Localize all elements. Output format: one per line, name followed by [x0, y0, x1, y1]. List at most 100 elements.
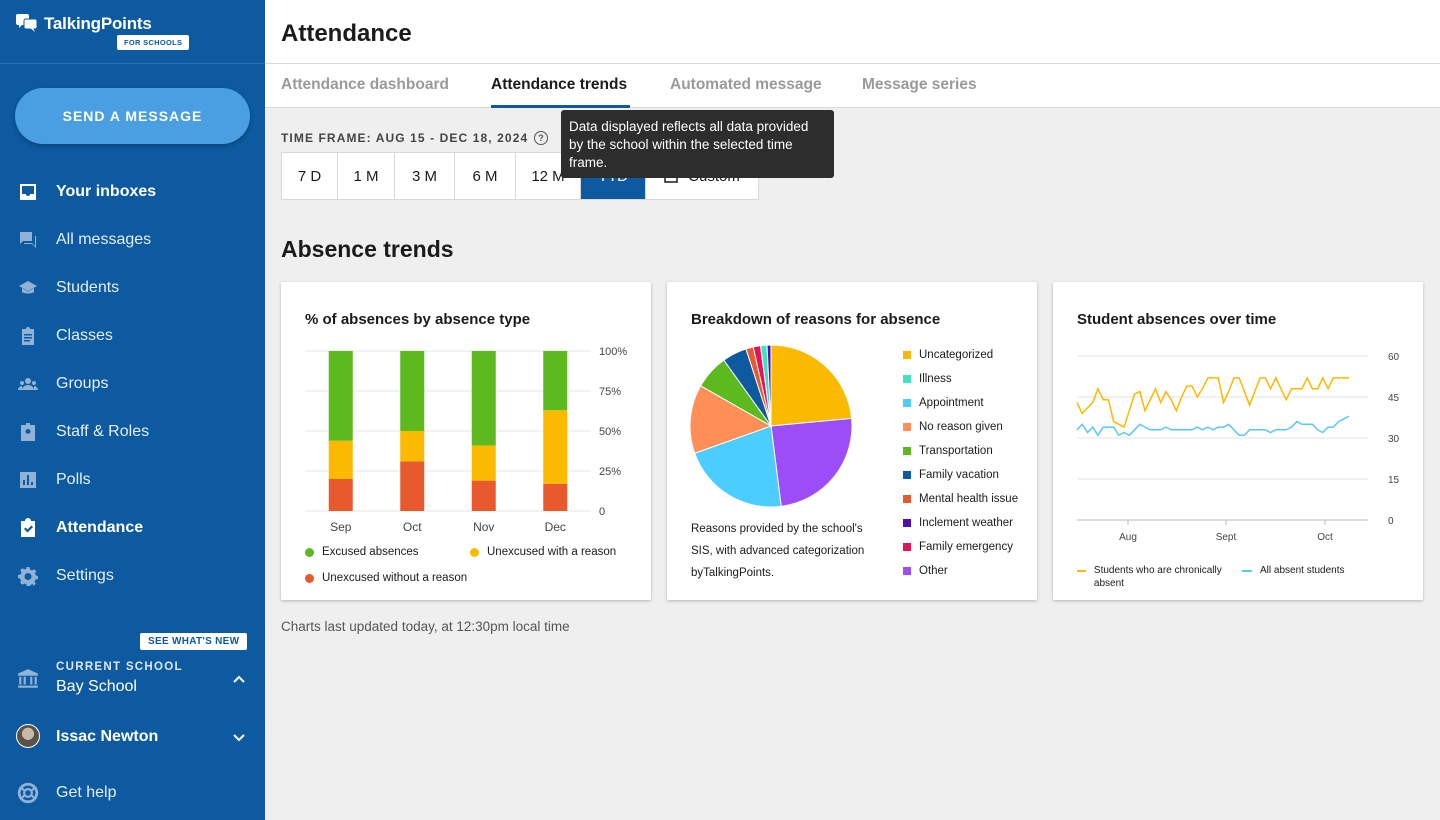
legend-label: Unexcused with a reason — [487, 546, 617, 558]
legend-label: Transportation — [919, 445, 993, 457]
time-frame-1m[interactable]: 1 M — [338, 153, 395, 199]
pie-slice — [770, 417, 853, 507]
user-menu[interactable]: Issac Newton — [0, 722, 265, 752]
section-title: Absence trends — [281, 236, 454, 262]
bar-segment — [471, 351, 496, 446]
legend-unexcused-with-reason: Unexcused with a reason — [470, 546, 616, 558]
pie-legend-item: Inclement weather — [903, 517, 1013, 529]
x-tick-label: Aug — [1119, 532, 1137, 543]
page-title: Attendance — [281, 20, 412, 47]
legend-swatch — [903, 375, 911, 383]
get-help-label: Get help — [56, 784, 117, 801]
tab-attendance-trends[interactable]: Attendance trends — [491, 76, 628, 93]
sidebar-item-classes[interactable]: Classes — [0, 312, 265, 360]
x-tick-label: Sep — [330, 520, 352, 534]
legend-label: Uncategorized — [919, 349, 994, 361]
user-name: Issac Newton — [56, 728, 159, 745]
sidebar-item-all-messages[interactable]: All messages — [0, 216, 265, 264]
line-chart-title: Student absences over time — [1077, 311, 1277, 328]
bar-segment — [400, 351, 425, 431]
bar-segment — [328, 479, 353, 511]
legend-line — [1242, 570, 1252, 572]
legend-swatch — [903, 447, 911, 455]
legend-dot — [470, 547, 479, 557]
send-message-button[interactable]: SEND A MESSAGE — [15, 88, 250, 144]
help-question-icon[interactable]: ? — [534, 131, 548, 145]
sidebar-item-attendance[interactable]: Attendance — [0, 504, 265, 552]
sidebar-item-polls[interactable]: Polls — [0, 456, 265, 504]
gear-icon — [17, 565, 39, 587]
see-whats-new-button[interactable]: SEE WHAT'S NEW — [140, 633, 248, 650]
legend-line — [1077, 570, 1086, 572]
sidebar-item-label: Polls — [56, 471, 91, 488]
sidebar-item-settings[interactable]: Settings — [0, 552, 265, 600]
time-frame-6m[interactable]: 6 M — [455, 153, 516, 199]
sidebar-item-label: All messages — [56, 231, 152, 248]
bar-segment — [400, 431, 425, 462]
talkingpoints-logo-icon — [16, 14, 38, 32]
bar-chart-title: % of absences by absence type — [305, 311, 531, 328]
y-tick-label: 15 — [1388, 475, 1400, 486]
sidebar-item-label: Groups — [56, 375, 109, 392]
legend-label: No reason given — [919, 421, 1003, 433]
pie-legend-item: No reason given — [903, 421, 1003, 433]
legend-excused: Excused absences — [305, 546, 419, 558]
y-tick-label: 0 — [1388, 516, 1394, 527]
legend-label: Family emergency — [919, 541, 1013, 553]
sidebar-item-groups[interactable]: Groups — [0, 360, 265, 408]
sidebar-nav: Your inboxes All messages Students Class… — [0, 168, 265, 600]
sidebar-item-label: Attendance — [56, 519, 144, 536]
graduation-cap-icon — [17, 277, 39, 299]
bar-segment — [328, 440, 353, 479]
get-help-link[interactable]: Get help — [0, 778, 265, 808]
legend-label: Mental health issue — [919, 493, 1019, 505]
pie-chart-title: Breakdown of reasons for absence — [691, 311, 941, 328]
sidebar-item-label: Your inboxes — [56, 183, 157, 200]
brand-header: TalkingPoints FOR SCHOOLS — [0, 0, 265, 64]
legend-label: Family vacation — [919, 469, 999, 481]
current-school-selector[interactable]: CURRENT SCHOOL Bay School — [0, 658, 265, 704]
tab-message-series[interactable]: Message series — [862, 76, 977, 93]
x-tick-label: Oct — [403, 520, 422, 534]
y-tick-label: 0 — [599, 506, 605, 518]
charts-updated-note: Charts last updated today, at 12:30pm lo… — [281, 619, 570, 634]
legend-label: Inclement weather — [919, 517, 1013, 529]
bar-segment — [543, 351, 568, 411]
sidebar-item-students[interactable]: Students — [0, 264, 265, 312]
lifebuoy-icon — [17, 782, 39, 804]
x-tick-label: Nov — [473, 520, 494, 534]
legend-label: Other — [919, 565, 948, 577]
attendance-check-icon — [17, 517, 39, 539]
poll-icon — [17, 469, 39, 491]
legend-swatch — [903, 423, 911, 431]
clipboard-icon — [17, 325, 39, 347]
tab-automated-message[interactable]: Automated message — [670, 76, 822, 93]
time-frame-7d[interactable]: 7 D — [282, 153, 338, 199]
sidebar-item-your-inboxes[interactable]: Your inboxes — [0, 168, 265, 216]
pie-legend-item: Appointment — [903, 397, 984, 409]
legend-label: Students who are chronically absent — [1093, 565, 1222, 589]
legend-label: Appointment — [919, 397, 984, 409]
sidebar-item-label: Classes — [56, 327, 113, 344]
time-frame-3m[interactable]: 3 M — [395, 153, 455, 199]
pie-slice — [766, 344, 772, 427]
pie-legend-item: Illness — [903, 373, 952, 385]
series-line — [1076, 415, 1350, 437]
y-tick-label: 75% — [599, 386, 621, 398]
sidebar-item-label: Students — [56, 279, 120, 296]
legend-label: Unexcused without a reason — [322, 572, 468, 584]
chevron-down-icon — [233, 734, 245, 742]
active-tab-indicator — [491, 105, 630, 108]
pie-slice — [689, 385, 773, 454]
chevron-up-icon — [233, 675, 245, 683]
x-tick-label: Oct — [1317, 532, 1333, 543]
tab-attendance-dashboard[interactable]: Attendance dashboard — [281, 76, 449, 93]
x-tick-label: Dec — [545, 520, 566, 534]
x-tick-label: Sept — [1216, 532, 1237, 543]
bar-segment — [543, 483, 568, 511]
legend-all-absent: All absent students — [1242, 564, 1345, 577]
y-tick-label: 100% — [599, 346, 627, 358]
legend-swatch — [903, 543, 911, 551]
series-line — [1076, 376, 1349, 429]
sidebar-item-staff-roles[interactable]: Staff & Roles — [0, 408, 265, 456]
